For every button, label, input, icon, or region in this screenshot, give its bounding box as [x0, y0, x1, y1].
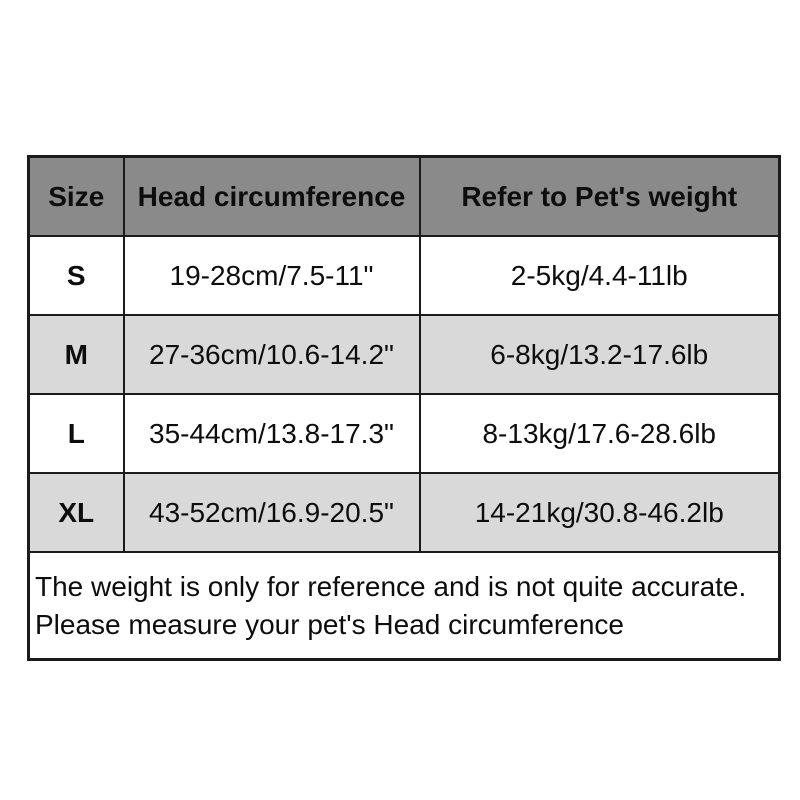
header-cell-head-circumference: Head circumference: [122, 155, 421, 237]
table-row-xl: XL 43-52cm/16.9-20.5" 14-21kg/30.8-46.2l…: [27, 472, 781, 553]
cell-head-s: 19-28cm/7.5-11": [122, 235, 421, 316]
header-cell-size: Size: [27, 155, 125, 237]
table-row-s: S 19-28cm/7.5-11" 2-5kg/4.4-11lb: [27, 235, 781, 316]
cell-head-l: 35-44cm/13.8-17.3": [122, 393, 421, 474]
cell-weight-l: 8-13kg/17.6-28.6lb: [418, 393, 781, 474]
footnote-line-2: Please measure your pet's Head circumfer…: [35, 608, 624, 640]
cell-weight-s: 2-5kg/4.4-11lb: [418, 235, 781, 316]
header-cell-pet-weight: Refer to Pet's weight: [418, 155, 781, 237]
table-row-m: M 27-36cm/10.6-14.2" 6-8kg/13.2-17.6lb: [27, 314, 781, 395]
cell-size-l: L: [27, 393, 125, 474]
cell-weight-m: 6-8kg/13.2-17.6lb: [418, 314, 781, 395]
cell-size-m: M: [27, 314, 125, 395]
footnote-cell: The weight is only for reference and is …: [27, 551, 781, 661]
cell-head-m: 27-36cm/10.6-14.2": [122, 314, 421, 395]
table-header-row: Size Head circumference Refer to Pet's w…: [27, 155, 781, 237]
cell-size-s: S: [27, 235, 125, 316]
cell-weight-xl: 14-21kg/30.8-46.2lb: [418, 472, 781, 553]
size-chart-table: Size Head circumference Refer to Pet's w…: [27, 155, 781, 661]
footnote-row: The weight is only for reference and is …: [27, 551, 781, 661]
cell-head-xl: 43-52cm/16.9-20.5": [122, 472, 421, 553]
footnote-line-1: The weight is only for reference and is …: [35, 570, 747, 602]
table-row-l: L 35-44cm/13.8-17.3" 8-13kg/17.6-28.6lb: [27, 393, 781, 474]
cell-size-xl: XL: [27, 472, 125, 553]
